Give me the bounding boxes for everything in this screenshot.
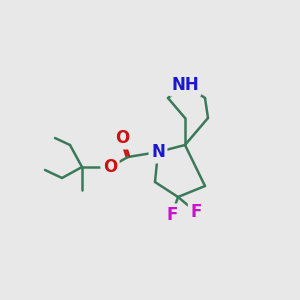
Text: NH: NH <box>171 76 199 94</box>
Text: O: O <box>103 158 117 176</box>
Text: F: F <box>190 203 202 221</box>
Text: F: F <box>166 206 178 224</box>
Text: N: N <box>151 143 165 161</box>
Text: O: O <box>115 129 129 147</box>
